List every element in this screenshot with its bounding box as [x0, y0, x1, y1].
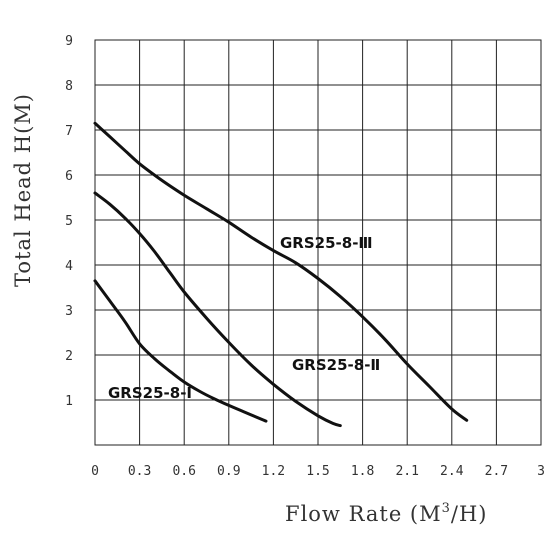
- y-tick-label: 8: [65, 79, 73, 94]
- curve-grs25-8-iii: [93, 121, 469, 422]
- y-tick-label: 3: [65, 304, 73, 319]
- x-tick-label: 0: [91, 464, 99, 479]
- chart-grid: [94, 39, 542, 446]
- x-tick-label: 1.2: [262, 464, 285, 479]
- series-label-iii: GRS25-8-Ⅲ: [280, 234, 373, 252]
- y-tick-label: 5: [65, 214, 73, 229]
- y-tick-label: 2: [65, 349, 73, 364]
- y-tick-label: 9: [65, 34, 73, 49]
- x-tick-label: 2.1: [395, 464, 418, 479]
- x-axis-title: Flow Rate (M3/H): [285, 501, 488, 526]
- x-tick-label: 2.4: [440, 464, 464, 479]
- y-tick-label: 6: [65, 169, 73, 184]
- x-tick-label: 1.5: [306, 464, 329, 479]
- y-tick-label: 7: [65, 124, 73, 139]
- x-tick-label: 1.8: [351, 464, 374, 479]
- x-tick-label: 3: [537, 464, 545, 479]
- chart-ticks: 0 0.3 0.6 0.9 1.2 1.5 1.8 2.1 2.4 2.7 3 1 2 3 4 5 6 7 8 9: [65, 34, 545, 479]
- curve-grs25-8-i: [93, 279, 268, 423]
- series-label-i: GRS25-8-Ⅰ: [108, 384, 192, 402]
- chart-curves: [93, 121, 469, 428]
- x-axis-title-main: Flow Rate (M: [285, 502, 442, 526]
- curve-grs25-8-ii: [93, 191, 342, 428]
- series-label-ii: GRS25-8-Ⅱ: [292, 356, 380, 374]
- y-tick-label: 4: [65, 259, 73, 274]
- y-axis-title: Total Head H(M): [11, 93, 35, 287]
- y-tick-label: 1: [65, 394, 73, 409]
- x-axis-title-superscript: 3: [442, 501, 451, 516]
- x-tick-label: 0.3: [128, 464, 151, 479]
- x-axis-title-tail: /H): [451, 502, 488, 526]
- x-tick-label: 0.9: [217, 464, 240, 479]
- x-tick-label: 0.6: [172, 464, 195, 479]
- x-tick-label: 2.7: [485, 464, 508, 479]
